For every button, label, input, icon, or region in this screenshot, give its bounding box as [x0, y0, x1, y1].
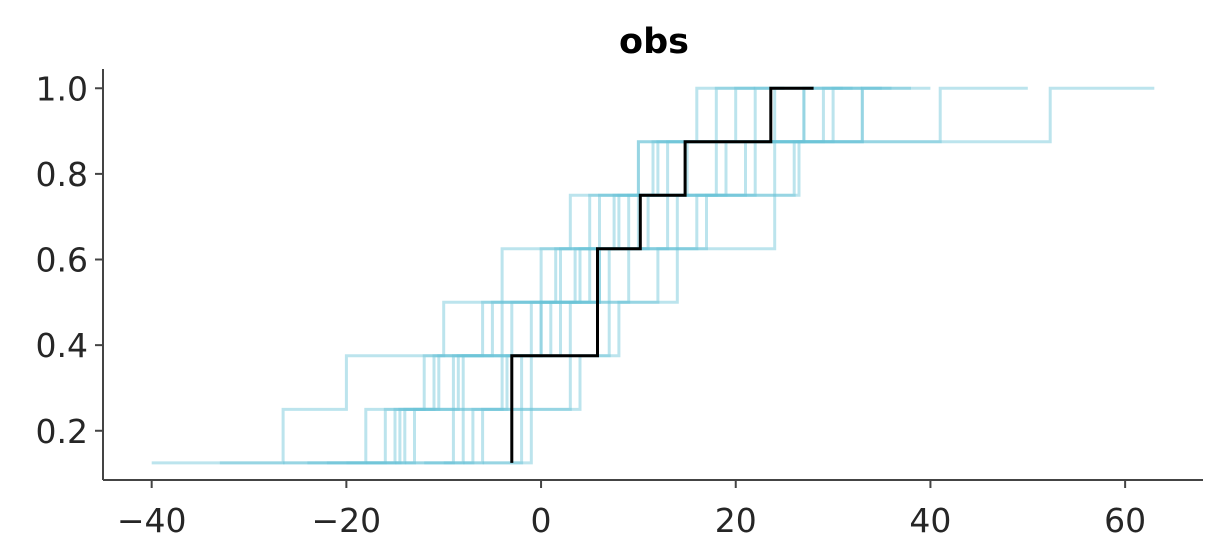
x-tick-label: −40: [117, 501, 187, 540]
y-tick-label: 0.6: [36, 241, 88, 280]
posterior-predictive-lines: [151, 86, 1155, 465]
posterior-predictive-line-3: [395, 86, 853, 465]
posterior-predictive-line-9: [463, 86, 892, 465]
y-tick-label: 1.0: [36, 69, 88, 108]
y-tick-label: 0.4: [36, 326, 88, 365]
posterior-predictive-line-11: [307, 86, 756, 465]
y-ticks: 0.2 0.4 0.6 0.8 1.0: [36, 69, 103, 451]
observed-ecdf-line: [510, 86, 814, 463]
x-tick-label: 20: [715, 501, 757, 540]
x-ticks: −40 −20 0 20 40 60: [117, 480, 1146, 540]
observed-line: [510, 86, 814, 463]
posterior-predictive-line-5: [443, 86, 863, 465]
posterior-predictive-line-8: [326, 86, 843, 465]
y-tick-label: 0.2: [36, 412, 88, 451]
posterior-predictive-line-1: [219, 86, 1028, 465]
posterior-predictive-line-0: [151, 86, 785, 465]
x-tick-label: −20: [312, 501, 382, 540]
x-tick-label: 40: [909, 501, 951, 540]
posterior-predictive-line-12: [482, 86, 882, 465]
posterior-predictive-line-2: [283, 86, 1155, 465]
x-tick-label: 0: [531, 501, 552, 540]
axes: [102, 69, 1203, 481]
y-tick-label: 0.8: [36, 155, 88, 194]
chart-title: obs: [619, 22, 689, 62]
x-tick-label: 60: [1104, 501, 1146, 540]
posterior-predictive-line-10: [404, 86, 931, 465]
